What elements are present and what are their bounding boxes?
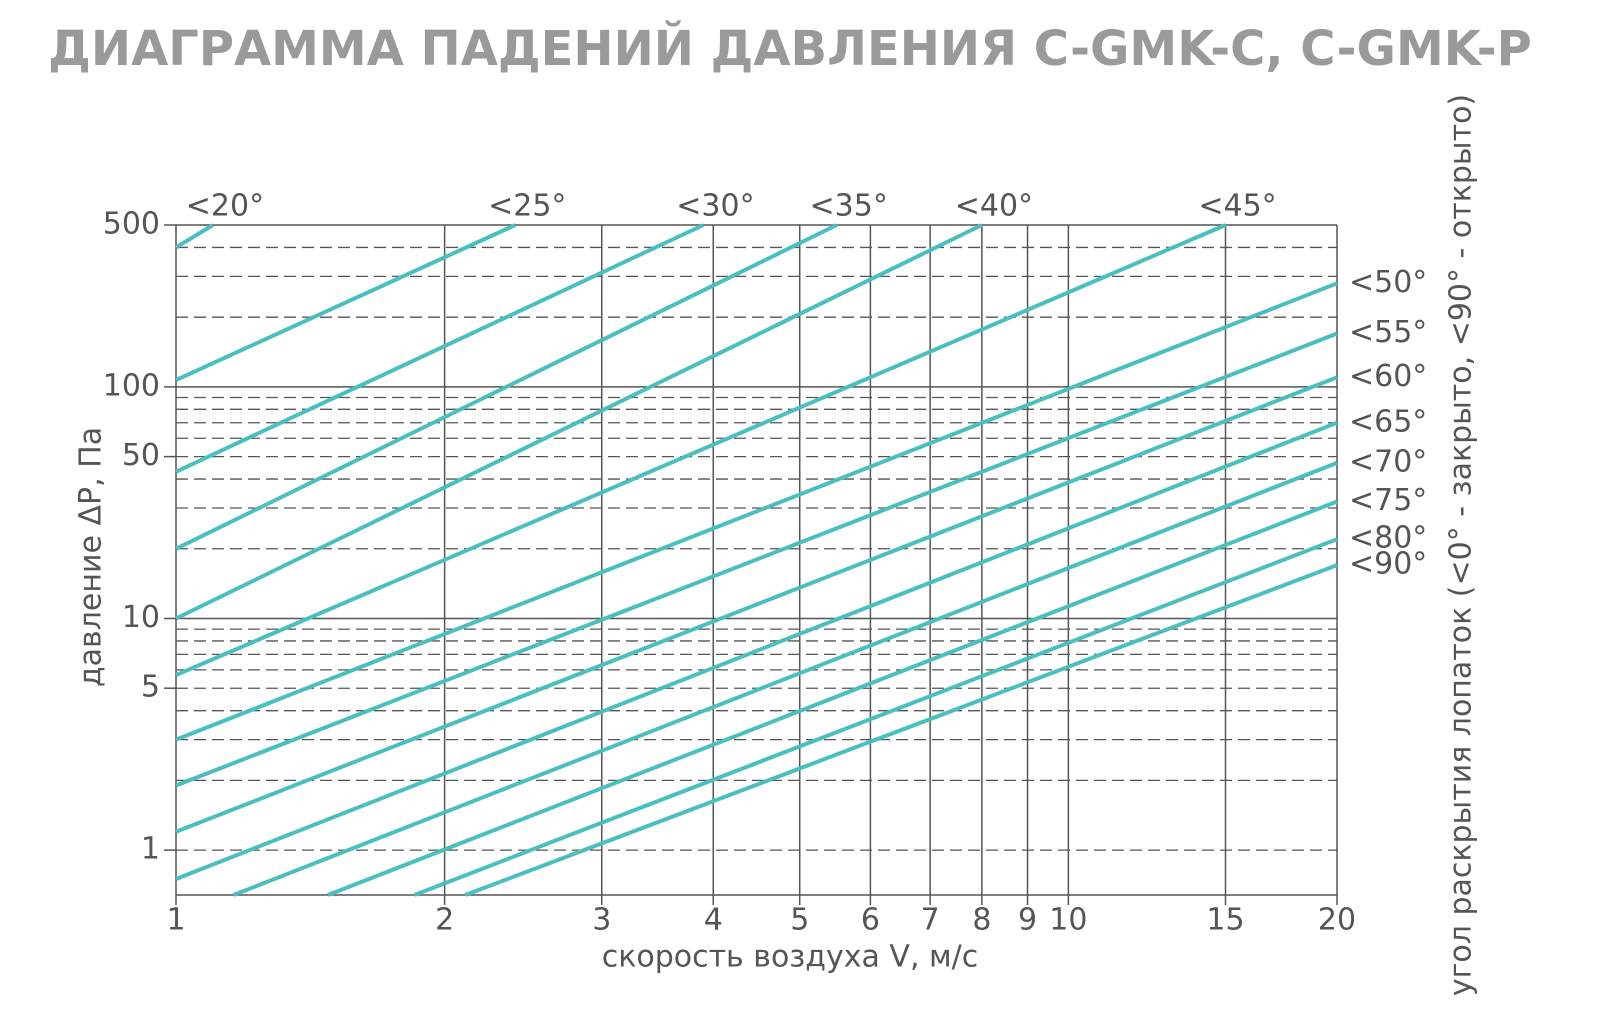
series-line [174, 223, 214, 250]
series-label: <90° [1349, 547, 1427, 582]
x-tick-label: 8 [972, 903, 991, 938]
x-tick-label: 7 [921, 903, 940, 938]
series-line [175, 223, 1227, 677]
series-label: <65° [1349, 404, 1427, 439]
series-line [413, 537, 1338, 897]
series-label: <80° [1349, 521, 1427, 556]
series-line [175, 223, 705, 474]
x-axis-label: скорость воздуха V, м/с [602, 940, 979, 975]
series-label: <60° [1349, 359, 1427, 394]
series-label: <45° [1198, 189, 1276, 224]
series-label: <25° [488, 189, 566, 224]
series-line [175, 223, 517, 382]
y-tick-label: 50 [122, 438, 160, 473]
y-tick-label: 500 [103, 207, 160, 242]
right-axis-label: угол раскрытия лопаток (<0° - закрыто, <… [1444, 94, 1479, 996]
series-label: <40° [955, 189, 1033, 224]
x-tick-label: 9 [1018, 903, 1037, 938]
x-tick-label: 5 [790, 903, 809, 938]
series-line [175, 223, 838, 551]
chart-title: ДИАГРАММА ПАДЕНИЙ ДАВЛЕНИЯ C-GMK-C, C-GM… [48, 20, 1532, 77]
x-tick-label: 6 [861, 903, 880, 938]
series-line [464, 563, 1338, 897]
series-label: <75° [1349, 483, 1427, 518]
y-tick-label: 1 [141, 832, 160, 867]
x-tick-label: 20 [1318, 903, 1356, 938]
series-label: <55° [1349, 315, 1427, 350]
series-line [232, 460, 1338, 897]
x-tick-label: 10 [1049, 903, 1087, 938]
x-tick-label: 4 [704, 903, 723, 938]
series-line [327, 499, 1338, 897]
y-tick-label: 5 [141, 670, 160, 705]
series-line [175, 420, 1338, 881]
series-label: <70° [1349, 444, 1427, 479]
series-line [175, 223, 983, 621]
x-tick-label: 1 [166, 903, 185, 938]
x-tick-label: 2 [435, 903, 454, 938]
series-line [175, 281, 1338, 742]
y-axis-label: давление ΔP, Па [74, 427, 109, 687]
x-tick-label: 15 [1206, 903, 1244, 938]
y-tick-label: 100 [103, 368, 160, 403]
y-tick-label: 10 [122, 600, 160, 635]
series-line [175, 331, 1338, 788]
series-label: <35° [810, 189, 888, 224]
series-label: <20° [186, 189, 264, 224]
x-tick-label: 3 [592, 903, 611, 938]
series-line [175, 375, 1338, 834]
series-label: <30° [676, 189, 754, 224]
series-label: <50° [1349, 265, 1427, 300]
